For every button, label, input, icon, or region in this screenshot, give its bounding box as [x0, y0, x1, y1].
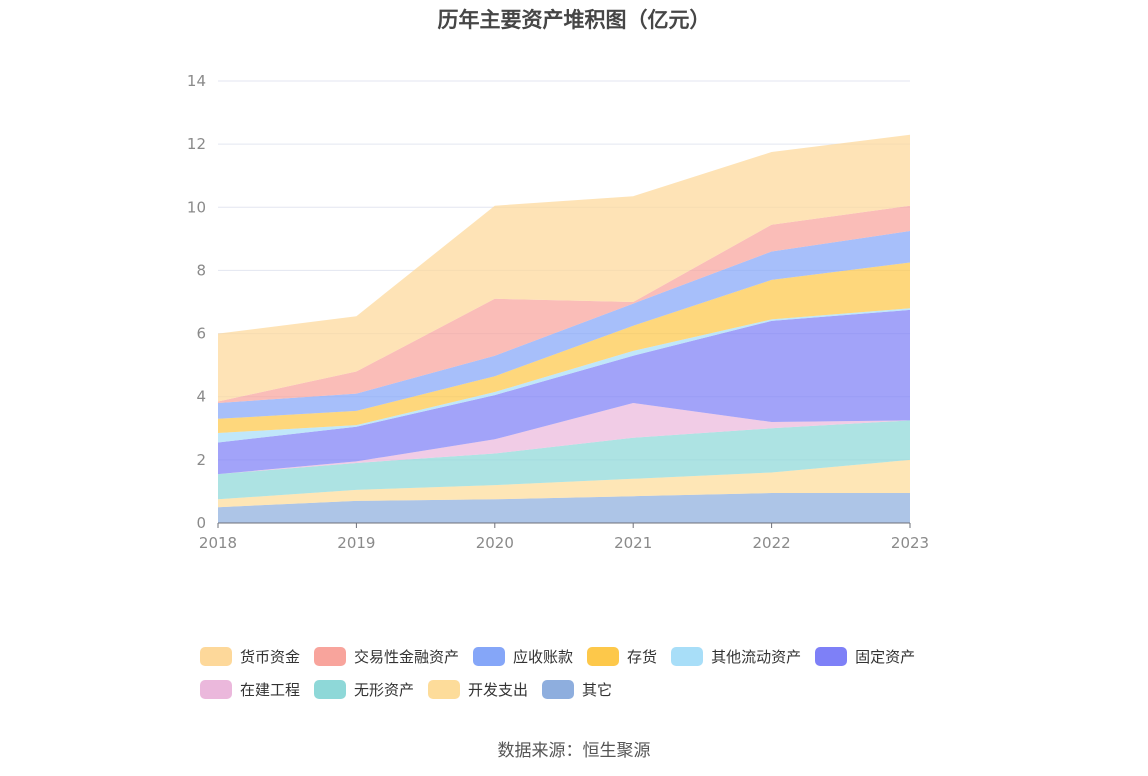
area-series-4 — [218, 309, 910, 475]
legend-swatch — [671, 647, 704, 666]
y-tick-label: 4 — [196, 388, 206, 406]
legend-swatch — [815, 647, 848, 666]
area-series-3 — [218, 403, 910, 475]
legend-swatch — [473, 647, 506, 666]
stacked-area-chart: 0 2 4 6 8 10 12 14 2018 2019 2020 2021 2022 2023 — [187, 72, 929, 552]
legend-item[interactable]: 应收账款 — [473, 646, 573, 667]
x-tick-label: 2019 — [337, 534, 375, 552]
x-tick-label: 2021 — [614, 534, 652, 552]
legend-item[interactable]: 存货 — [587, 646, 657, 667]
legend-label: 在建工程 — [240, 681, 301, 699]
area-series-9 — [218, 134, 910, 402]
legend-label: 无形资产 — [354, 681, 415, 699]
area-series-5 — [218, 308, 910, 443]
legend-label: 固定资产 — [855, 648, 916, 666]
area-series-8 — [218, 205, 910, 403]
legend-label: 存货 — [627, 648, 658, 666]
y-tick-label: 6 — [196, 325, 206, 343]
legend-label: 货币资金 — [240, 648, 301, 666]
y-tick-label: 8 — [196, 261, 206, 279]
legend-item[interactable]: 其他流动资产 — [671, 646, 801, 667]
chart-title: 历年主要资产堆积图（亿元） — [437, 8, 711, 32]
legend-label: 其它 — [582, 681, 613, 699]
legend-label: 其他流动资产 — [711, 648, 802, 666]
y-tick-label: 14 — [187, 72, 206, 90]
y-axis-tick-labels: 0 2 4 6 8 10 12 14 — [187, 72, 206, 532]
axes — [217, 522, 911, 528]
legend-item[interactable]: 开发支出 — [428, 679, 528, 700]
legend-item[interactable]: 交易性金融资产 — [314, 646, 459, 667]
area-series-1 — [218, 459, 910, 508]
legend: 货币资金 交易性金融资产 应收账款 存货 其他流动资产 固定资产在建工程 无形资产 开发支出 其… — [200, 640, 980, 706]
x-tick-label: 2020 — [476, 534, 514, 552]
legend-swatch — [314, 680, 347, 699]
legend-item[interactable]: 无形资产 — [314, 679, 414, 700]
area-series-7 — [218, 231, 910, 419]
y-tick-label: 2 — [196, 451, 206, 469]
data-source-note: 数据来源：恒生聚源 — [497, 741, 651, 761]
area-layers — [218, 134, 910, 523]
legend-item[interactable]: 在建工程 — [200, 679, 300, 700]
x-tick-label: 2022 — [753, 534, 791, 552]
legend-swatch — [542, 680, 575, 699]
y-tick-label: 0 — [196, 514, 206, 532]
x-axis-tick-labels: 2018 2019 2020 2021 2022 2023 — [199, 534, 929, 552]
legend-row: 货币资金 交易性金融资产 应收账款 存货 其他流动资产 固定资产 — [200, 640, 980, 673]
legend-item[interactable]: 货币资金 — [200, 646, 300, 667]
legend-swatch — [587, 647, 620, 666]
legend-swatch — [428, 680, 461, 699]
legend-label: 应收账款 — [513, 648, 574, 666]
legend-item[interactable]: 其它 — [542, 679, 612, 700]
legend-swatch — [314, 647, 347, 666]
legend-label: 开发支出 — [468, 681, 529, 699]
legend-swatch — [200, 680, 232, 699]
area-series-2 — [218, 420, 910, 500]
y-tick-label: 10 — [187, 198, 206, 216]
x-tick-label: 2023 — [891, 534, 929, 552]
legend-swatch — [200, 647, 232, 666]
legend-label: 交易性金融资产 — [354, 648, 460, 666]
legend-item[interactable]: 固定资产 — [815, 646, 915, 667]
area-series-0 — [218, 493, 910, 523]
legend-row: 在建工程 无形资产 开发支出 其它 — [200, 673, 980, 706]
y-tick-label: 12 — [187, 135, 206, 153]
area-series-6 — [218, 262, 910, 433]
x-tick-label: 2018 — [199, 534, 237, 552]
